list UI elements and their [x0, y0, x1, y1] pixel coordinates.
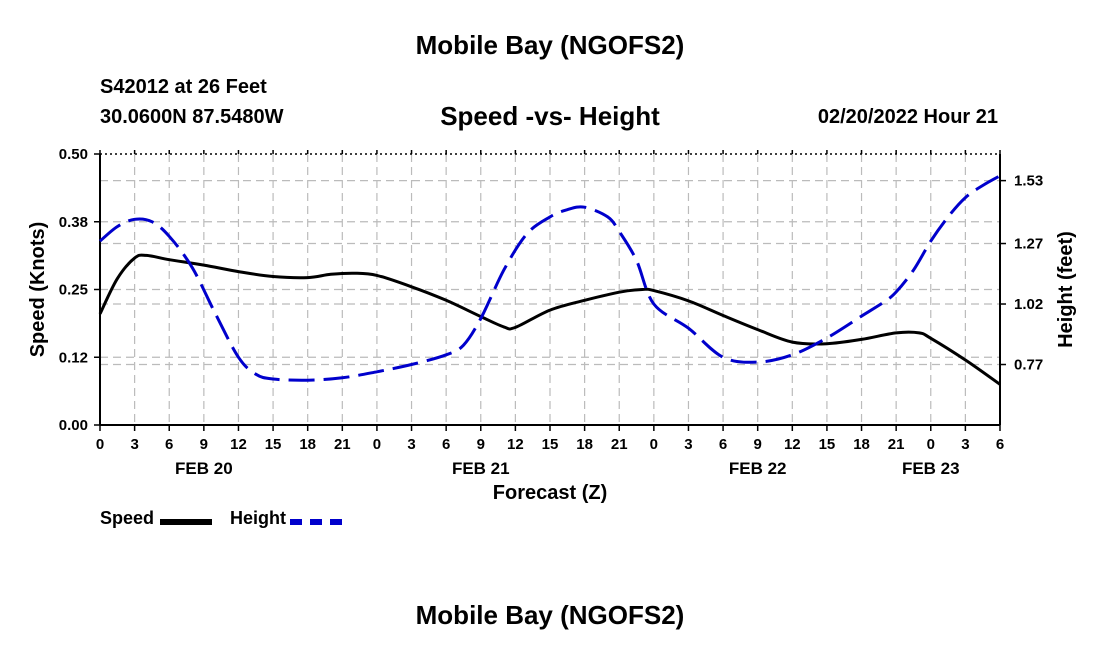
date-label: FEB 20	[175, 459, 233, 478]
y-right-tick-label: 1.53	[1014, 173, 1043, 190]
x-tick-label: 12	[784, 436, 801, 453]
x-tick-label: 21	[888, 436, 905, 453]
x-tick-label: 3	[961, 436, 969, 453]
x-tick-label: 12	[230, 436, 247, 453]
x-tick-label: 0	[373, 436, 381, 453]
x-tick-label: 0	[927, 436, 935, 453]
x-tick-label: 18	[853, 436, 870, 453]
legend-height-label: Height	[230, 508, 286, 528]
height-series-line	[99, 174, 1001, 382]
x-tick-label: 3	[130, 436, 138, 453]
y-left-tick-label: 0.12	[59, 349, 88, 366]
x-tick-label: 12	[507, 436, 524, 453]
footer-chart-title: Mobile Bay (NGOFS2)	[415, 600, 685, 630]
legend-speed-label: Speed	[100, 508, 155, 528]
x-tick-label: 21	[334, 436, 351, 453]
y-left-tick-label: 0.00	[59, 417, 88, 434]
x-axis-label: Forecast (Z)	[492, 482, 608, 504]
chart-subtitle: Speed -vs- Height	[440, 101, 660, 131]
y-right-tick-label: 1.02	[1014, 296, 1043, 313]
station-coordinates: 30.0600N 87.5480W	[100, 106, 284, 128]
speed-series-line	[98, 253, 1001, 386]
x-tick-label: 6	[165, 436, 173, 453]
forecast-datetime: 02/20/2022 Hour 21	[817, 106, 998, 128]
date-label: FEB 23	[902, 459, 960, 478]
x-tick-label: 15	[265, 436, 282, 453]
x-tick-label: 0	[650, 436, 658, 453]
x-tick-label: 0	[96, 436, 104, 453]
y-axis-right-label: Height (feet)	[1055, 231, 1077, 348]
legend-height-swatch	[290, 519, 342, 525]
x-tick-label: 9	[200, 436, 208, 453]
y-axis-left-label: Speed (Knots)	[27, 222, 49, 358]
y-left-tick-label: 0.50	[59, 146, 88, 163]
station-label: S42012 at 26 Feet	[100, 76, 267, 98]
date-label: FEB 22	[729, 459, 787, 478]
x-tick-label: 18	[299, 436, 316, 453]
x-tick-label: 15	[542, 436, 559, 453]
x-tick-label: 6	[442, 436, 450, 453]
x-tick-label: 6	[719, 436, 727, 453]
x-tick-label: 9	[754, 436, 762, 453]
x-tick-label: 15	[819, 436, 836, 453]
y-right-tick-label: 1.27	[1014, 236, 1043, 253]
y-left-tick-label: 0.38	[59, 214, 88, 231]
x-tick-label: 18	[576, 436, 593, 453]
x-tick-label: 6	[996, 436, 1004, 453]
x-tick-label: 9	[477, 436, 485, 453]
x-tick-label: 21	[611, 436, 628, 453]
x-tick-label: 3	[684, 436, 692, 453]
y-right-tick-label: 0.77	[1014, 357, 1043, 374]
date-label: FEB 21	[452, 459, 510, 478]
y-left-tick-label: 0.25	[59, 282, 88, 299]
x-tick-label: 3	[407, 436, 415, 453]
chart-title: Mobile Bay (NGOFS2)	[415, 30, 685, 60]
legend-speed-swatch	[160, 519, 212, 525]
